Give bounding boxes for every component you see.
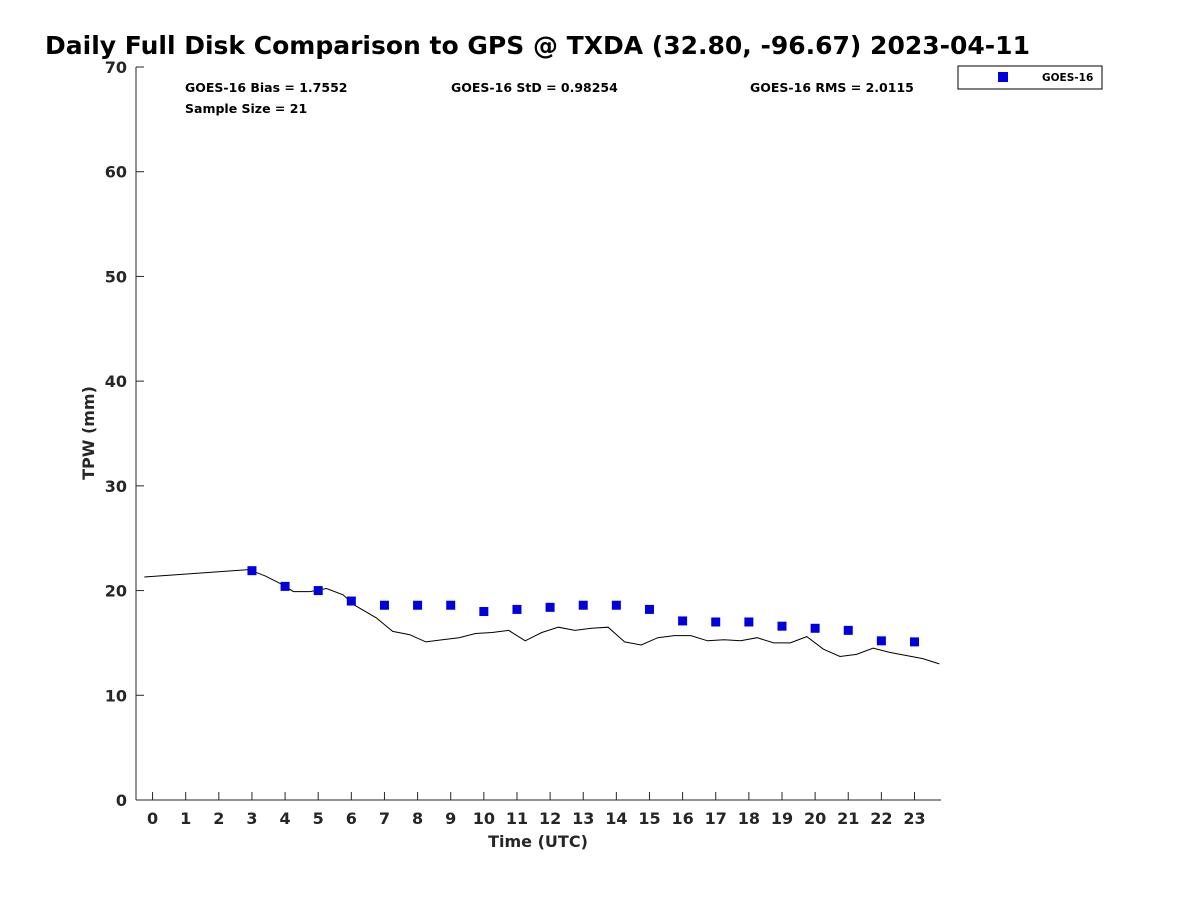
goes16-point: [810, 623, 820, 633]
x-tick-label: 13: [572, 809, 594, 828]
rms-stat: GOES-16 RMS = 2.0115: [750, 80, 914, 95]
goes16-point: [909, 637, 919, 647]
x-tick-label: 2: [213, 809, 224, 828]
y-tick-label: 10: [105, 686, 127, 705]
goes16-point: [711, 617, 721, 627]
chart-title: Daily Full Disk Comparison to GPS @ TXDA…: [45, 31, 1030, 60]
x-tick-label: 4: [280, 809, 291, 828]
y-axis-label: TPW (mm): [79, 386, 98, 480]
legend-entry-goes16: GOES-16: [1042, 72, 1093, 84]
goes16-point: [413, 600, 423, 610]
x-tick-label: 0: [147, 809, 158, 828]
x-tick-label: 17: [705, 809, 727, 828]
goes16-point: [843, 625, 853, 635]
std-stat: GOES-16 StD = 0.98254: [451, 80, 618, 95]
goes16-point: [744, 617, 754, 627]
y-ticks: 0 10 20 30 40 50 60 70: [105, 58, 144, 810]
goes16-point: [446, 600, 456, 610]
x-tick-label: 18: [738, 809, 760, 828]
goes16-point: [346, 596, 356, 606]
x-axis-label: Time (UTC): [488, 832, 588, 851]
goes16-point: [512, 604, 522, 614]
x-tick-label: 7: [379, 809, 390, 828]
x-tick-label: 6: [346, 809, 357, 828]
x-tick-label: 14: [605, 809, 627, 828]
y-tick-label: 20: [105, 582, 127, 601]
axes: [135, 67, 941, 801]
goes16-point: [578, 600, 588, 610]
y-tick-label: 70: [105, 58, 127, 77]
goes16-point: [313, 586, 323, 596]
y-tick-label: 40: [105, 372, 127, 391]
x-tick-label: 8: [412, 809, 423, 828]
goes16-point: [876, 636, 886, 646]
x-tick-label: 1: [180, 809, 191, 828]
x-tick-label: 11: [506, 809, 528, 828]
gps-line: [144, 569, 940, 665]
goes16-point: [379, 600, 389, 610]
x-tick-label: 9: [445, 809, 456, 828]
x-tick-label: 23: [903, 809, 925, 828]
sample-size-stat: Sample Size = 21: [185, 101, 307, 116]
goes16-point: [280, 581, 290, 591]
y-tick-label: 0: [116, 791, 127, 810]
goes16-series: [247, 566, 919, 647]
x-ticks: 0 1 2 3 4 5 6 7 8 9 10 11 12 13 14 15 16 17 18 19 20 21 22 23: [147, 792, 926, 828]
legend: GOES-16: [957, 65, 1103, 90]
x-tick-label: 10: [473, 809, 495, 828]
gps-series: [144, 569, 940, 665]
x-tick-label: 16: [671, 809, 693, 828]
x-tick-label: 20: [804, 809, 826, 828]
goes16-point: [545, 602, 555, 612]
goes16-point: [479, 607, 489, 617]
goes16-point: [247, 566, 257, 576]
x-tick-label: 21: [837, 809, 859, 828]
goes16-point: [644, 604, 654, 614]
bias-stat: GOES-16 Bias = 1.7552: [185, 80, 347, 95]
x-tick-label: 15: [638, 809, 660, 828]
y-tick-label: 60: [105, 163, 127, 182]
goes16-point: [611, 600, 621, 610]
legend-marker: [998, 72, 1008, 82]
y-tick-label: 30: [105, 477, 127, 496]
x-tick-label: 22: [870, 809, 892, 828]
x-tick-label: 12: [539, 809, 561, 828]
y-tick-label: 50: [105, 267, 127, 286]
goes16-point: [678, 616, 688, 626]
legend-box: [957, 65, 1103, 90]
x-tick-label: 3: [246, 809, 257, 828]
x-tick-label: 19: [771, 809, 793, 828]
goes16-point: [777, 621, 787, 631]
x-tick-label: 5: [313, 809, 324, 828]
